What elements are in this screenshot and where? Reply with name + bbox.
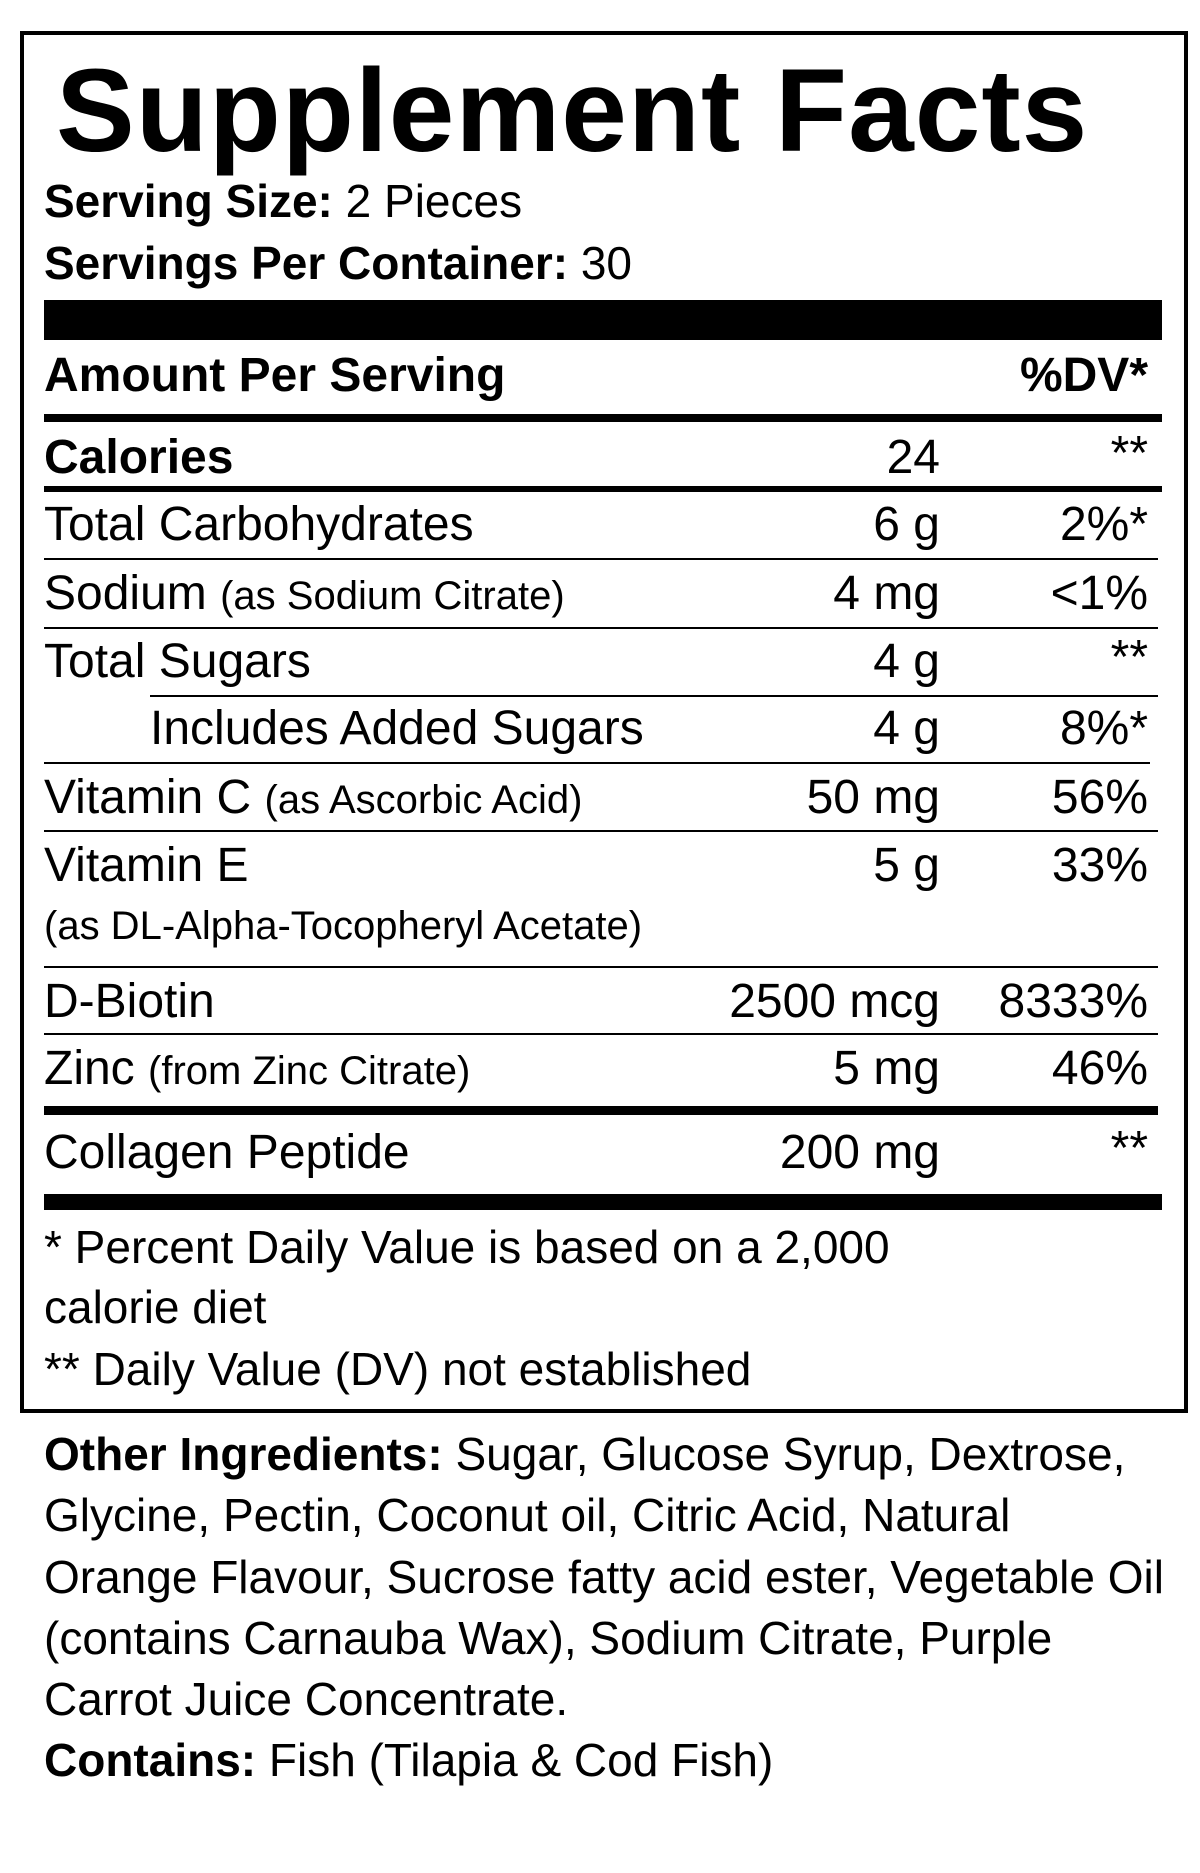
contains-text: Fish (Tilapia & Cod Fish) [268, 1734, 774, 1787]
row-dv: ** [1110, 631, 1148, 684]
row-name: Collagen Peptide [44, 1126, 410, 1179]
row-name: Sodium (as Sodium Citrate) [44, 570, 565, 618]
row-name: Vitamin E [44, 839, 249, 892]
other-ingredients: Other Ingredients: Sugar, Glucose Syrup,… [44, 1424, 1164, 1792]
row-amount: 5 mg [833, 1042, 940, 1095]
row-amount: 50 mg [806, 771, 940, 824]
row-name-text: Sodium [44, 567, 207, 620]
row-dv: ** [1110, 1122, 1148, 1175]
servings-per-container: Servings Per Container: 30 [44, 240, 632, 286]
row-name: Includes Added Sugars [150, 702, 644, 755]
footnote-not-established: ** Daily Value (DV) not established [44, 1343, 752, 1395]
row-dv: 8333% [998, 975, 1148, 1028]
other-ingredients-text: Sugar, Glucose Syrup, Dextrose, Glycine,… [44, 1428, 1164, 1726]
divider [44, 966, 1158, 968]
serving-size: Serving Size: 2 Pieces [44, 178, 522, 224]
row-name-text: Vitamin C [44, 771, 252, 824]
row-name: Vitamin C (as Ascorbic Acid) [44, 774, 582, 822]
row-dv: 2%* [1059, 498, 1148, 551]
row-name: Calories [44, 431, 234, 484]
row-amount: 6 g [873, 498, 940, 551]
row-note: (as Sodium Citrate) [220, 574, 565, 618]
supplement-facts-panel [20, 31, 1188, 1413]
row-name-text: Zinc [44, 1042, 135, 1095]
row-dv: 8%* [1059, 702, 1148, 755]
row-name: Total Sugars [44, 635, 311, 688]
dv-header: %DV* [1019, 349, 1148, 402]
row-note: (from Zinc Citrate) [148, 1049, 471, 1093]
divider-thick [44, 1106, 1158, 1115]
row-amount: 24 [886, 431, 940, 484]
divider [44, 762, 1150, 764]
contains-label: Contains: [44, 1734, 257, 1787]
row-name: D-Biotin [44, 975, 215, 1028]
panel-title: Supplement Facts [56, 45, 1089, 177]
divider [44, 1033, 1158, 1035]
row-name: Zinc (from Zinc Citrate) [44, 1045, 470, 1093]
servings-per-container-value: 30 [580, 237, 632, 289]
row-amount: 2500 mcg [729, 975, 940, 1028]
row-amount: 4 g [873, 702, 940, 755]
divider [44, 627, 1158, 629]
row-note: (as Ascorbic Acid) [264, 778, 583, 822]
divider-thick [44, 414, 1162, 422]
row-dv: 56% [1051, 771, 1148, 824]
row-name: Total Carbohydrates [44, 498, 474, 551]
serving-size-label: Serving Size: [44, 175, 333, 227]
divider-bar [44, 300, 1162, 340]
servings-per-container-label: Servings Per Container: [44, 237, 569, 289]
divider [44, 558, 1158, 560]
divider-thick [44, 486, 1162, 492]
row-dv: 33% [1051, 839, 1148, 892]
row-dv: 46% [1051, 1042, 1148, 1095]
row-amount: 5 g [873, 839, 940, 892]
divider-bar [44, 1194, 1162, 1210]
footnote-dv: * Percent Daily Value is based on a 2,00… [44, 1221, 890, 1273]
row-dv: <1% [1050, 567, 1148, 620]
amount-per-serving-header: Amount Per Serving [44, 349, 506, 402]
row-dv: ** [1110, 427, 1148, 480]
footnote-dv-cont: calorie diet [44, 1281, 267, 1333]
row-amount: 4 g [873, 635, 940, 688]
divider [150, 695, 1158, 697]
row-amount: 4 mg [833, 567, 940, 620]
divider [44, 830, 1158, 832]
row-note: (as DL-Alpha-Tocopheryl Acetate) [44, 904, 643, 948]
row-amount: 200 mg [779, 1126, 940, 1179]
serving-size-value: 2 Pieces [345, 175, 523, 227]
other-ingredients-label: Other Ingredients: [44, 1428, 443, 1480]
